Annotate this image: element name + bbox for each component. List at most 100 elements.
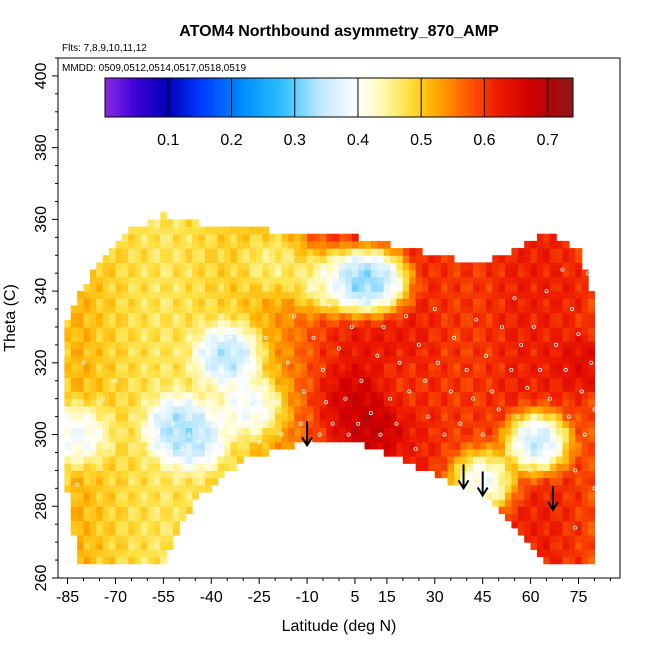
field-cell [473,355,481,364]
field-cell [377,334,385,342]
field-cell [128,348,136,357]
field-cell [492,276,500,285]
field-cell [543,283,551,292]
field-cell [536,276,544,285]
field-cell [428,334,436,342]
field-cell [89,413,97,421]
field-cell [77,542,85,550]
field-cell [492,391,500,400]
colorbar-segment [251,78,256,117]
field-cell [383,420,391,428]
field-cell [422,291,430,299]
field-cell [326,334,334,342]
field-cell [409,355,417,364]
field-cell [192,248,200,256]
field-cell [115,413,123,421]
field-cell [153,283,161,292]
field-cell [128,484,136,493]
field-cell [549,305,557,314]
field-cell [339,377,346,385]
field-cell [326,291,334,299]
field-cell [172,334,180,342]
field-cell [524,291,532,299]
field-cell [434,391,442,400]
field-cell [562,391,570,400]
field-cell [364,298,372,307]
field-cell [115,341,123,350]
field-cell [83,499,91,507]
field-cell [575,491,583,500]
field-cell [377,248,385,256]
field-cell [281,334,289,342]
field-cell [192,413,200,421]
field-cell [281,291,289,299]
field-cell [364,305,372,314]
field-cell [530,542,538,550]
field-cell [153,534,161,543]
field-cell [134,542,142,550]
field-cell [211,413,219,421]
field-cell [172,219,180,228]
field-cell [485,413,493,421]
field-cell [568,448,576,457]
field-cell [217,470,225,479]
field-cell [505,441,513,450]
field-cell [428,370,436,378]
field-cell [153,456,161,464]
field-cell [102,291,110,299]
field-cell [505,463,513,472]
field-cell [109,534,117,543]
field-cell [255,355,263,364]
observation-point [349,324,354,329]
field-cell [121,283,129,292]
field-cell [428,291,436,299]
flights-annotation: Flts: 7,8,9,10,11,12 [62,43,147,54]
field-cell [217,362,225,371]
field-cell [588,463,596,472]
field-cell [217,334,225,342]
field-cell [166,470,174,479]
observation-point [378,432,383,437]
field-cell [588,319,596,328]
colorbar-segment [108,78,112,117]
field-cell [351,233,359,242]
colorbar-segment [473,78,477,117]
field-cell [83,463,91,472]
field-cell [345,405,353,414]
field-cell [415,334,423,342]
field-cell [230,391,238,400]
field-cell [377,377,385,385]
field-cell [530,326,538,335]
field-cell [83,456,91,464]
field-cell [89,520,97,529]
field-cell [166,348,174,357]
field-cell [492,262,500,271]
field-cell [236,427,244,436]
field-cell [549,520,557,529]
y-tick-label: 380 [33,134,50,161]
colorbar-segment [167,78,172,117]
field-cell [83,420,91,428]
field-cell [434,470,442,479]
field-cell [160,298,168,307]
field-cell [275,441,283,450]
field-cell [89,484,97,493]
field-cell [485,362,493,371]
field-cell [549,470,557,479]
field-cell [313,341,321,350]
field-cell [517,513,525,522]
field-cell [383,283,391,292]
field-cell [530,477,538,486]
field-cell [511,506,519,515]
field-cell [243,276,251,285]
field-cell [339,262,346,271]
field-cell [319,341,327,350]
field-cell [307,420,315,428]
field-cell [192,355,200,364]
observation-point [263,335,268,340]
field-cell [166,477,174,486]
field-cell [383,448,391,457]
field-cell [230,362,238,371]
field-cell [287,405,295,414]
field-cell [275,384,283,393]
